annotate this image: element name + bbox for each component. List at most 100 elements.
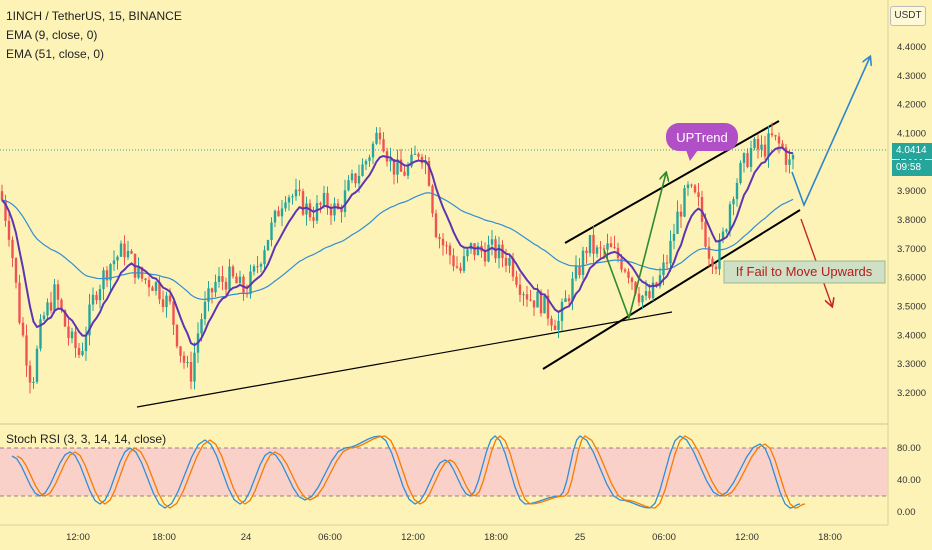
candle[interactable] (777, 132, 781, 154)
candle[interactable] (301, 188, 305, 217)
candle[interactable] (49, 291, 53, 314)
candle[interactable] (452, 248, 455, 272)
candle[interactable] (746, 148, 749, 169)
candle[interactable] (441, 232, 445, 256)
candle[interactable] (354, 172, 357, 188)
candle[interactable] (350, 169, 354, 184)
currency-button[interactable]: USDT (890, 6, 926, 26)
uptrend-callout[interactable]: UPTrend (666, 123, 738, 161)
breakout-up-arrow[interactable] (791, 57, 870, 208)
candle[interactable] (466, 248, 469, 262)
candle[interactable] (259, 262, 263, 273)
candle[interactable] (732, 196, 735, 216)
ema-slow-line[interactable] (1, 192, 794, 301)
candle[interactable] (658, 267, 662, 289)
candle[interactable] (221, 265, 224, 291)
candle[interactable] (70, 327, 74, 344)
candle[interactable] (74, 326, 77, 358)
candle[interactable] (536, 283, 539, 308)
candle[interactable] (459, 262, 462, 274)
candle[interactable] (368, 154, 371, 167)
candle[interactable] (161, 290, 165, 313)
candle[interactable] (774, 134, 777, 141)
candle[interactable] (130, 248, 133, 255)
candle[interactable] (123, 235, 126, 266)
ema-fast-legend[interactable]: EMA (9, close, 0) (6, 28, 98, 42)
candle[interactable] (711, 256, 714, 274)
candle[interactable] (690, 183, 693, 188)
candle[interactable] (546, 289, 550, 326)
candle[interactable] (193, 342, 196, 390)
candle[interactable] (280, 200, 284, 227)
candle[interactable] (361, 158, 364, 177)
candle[interactable] (25, 324, 28, 377)
candle[interactable] (14, 257, 18, 289)
channel-lower-line[interactable] (542, 209, 801, 370)
support-trendline[interactable] (136, 311, 673, 408)
candle[interactable] (672, 223, 676, 250)
candle[interactable] (532, 300, 536, 317)
candle[interactable] (378, 127, 382, 145)
candle[interactable] (627, 268, 630, 284)
candle[interactable] (231, 264, 235, 279)
candle[interactable] (175, 324, 179, 349)
candle[interactable] (182, 351, 186, 369)
stoch-rsi-title[interactable]: Stoch RSI (3, 3, 14, 14, close) (6, 432, 167, 446)
candle[interactable] (266, 239, 270, 251)
candle[interactable] (116, 255, 119, 270)
candle[interactable] (95, 291, 98, 305)
ema-slow-legend[interactable]: EMA (51, close, 0) (6, 47, 105, 61)
candle[interactable] (287, 194, 291, 211)
candle[interactable] (749, 140, 753, 172)
candle[interactable] (42, 311, 46, 322)
candle[interactable] (791, 153, 795, 170)
candle[interactable] (550, 315, 553, 332)
candle[interactable] (382, 132, 385, 153)
candle[interactable] (333, 197, 336, 222)
candle[interactable] (67, 318, 70, 346)
candle[interactable] (581, 246, 585, 280)
candle[interactable] (319, 201, 322, 213)
candle[interactable] (763, 136, 767, 160)
candle[interactable] (98, 284, 102, 309)
candle[interactable] (651, 276, 655, 301)
candle[interactable] (32, 377, 35, 389)
candle[interactable] (525, 285, 529, 307)
candle[interactable] (252, 264, 256, 276)
candle[interactable] (91, 287, 95, 311)
candle[interactable] (637, 286, 641, 307)
candle[interactable] (434, 209, 438, 239)
candle[interactable] (238, 270, 242, 284)
candle[interactable] (462, 248, 466, 274)
candle[interactable] (721, 227, 725, 244)
candle[interactable] (553, 319, 557, 331)
candle[interactable] (371, 141, 375, 165)
candle[interactable] (595, 245, 599, 258)
candle[interactable] (270, 217, 273, 247)
candle[interactable] (210, 287, 214, 304)
stoch-rsi-d-line[interactable] (16, 435, 806, 509)
candle[interactable] (343, 179, 347, 218)
candle[interactable] (438, 233, 441, 249)
candle[interactable] (686, 181, 690, 196)
candle[interactable] (326, 186, 329, 215)
candle[interactable] (529, 289, 532, 302)
candle[interactable] (767, 126, 770, 168)
candle[interactable] (714, 263, 718, 275)
stoch-rsi-k-line[interactable] (11, 435, 801, 509)
candle[interactable] (144, 277, 147, 285)
candle[interactable] (256, 255, 259, 274)
candle[interactable] (294, 178, 298, 201)
candle[interactable] (770, 122, 774, 138)
candle[interactable] (609, 236, 613, 248)
symbol-title[interactable]: 1INCH / TetherUS, 15, BINANCE (6, 9, 182, 23)
candle[interactable] (683, 185, 686, 218)
candle[interactable] (753, 137, 756, 151)
candle[interactable] (46, 298, 49, 320)
candle[interactable] (665, 254, 669, 271)
candle[interactable] (102, 267, 105, 301)
candle[interactable] (399, 149, 403, 172)
candle[interactable] (543, 295, 546, 314)
candle[interactable] (53, 278, 56, 314)
